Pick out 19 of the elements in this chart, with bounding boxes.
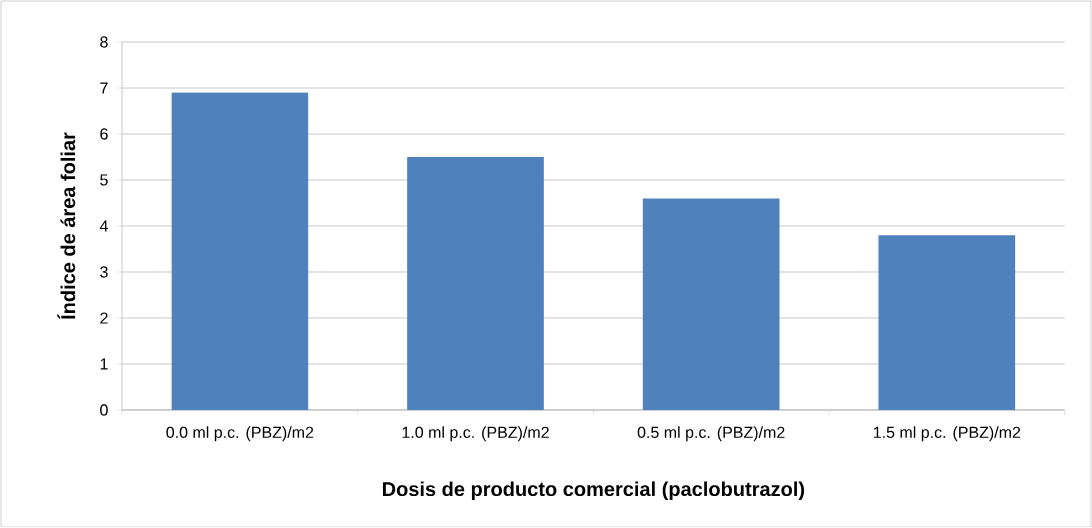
y-axis-title: Índice de área foliar — [57, 132, 76, 319]
y-tick-label: 4 — [99, 220, 108, 232]
y-tick-label: 2 — [100, 312, 108, 324]
bar — [878, 235, 1016, 410]
y-tick-label: 3 — [100, 266, 108, 278]
x-tick-label: 1.0 ml p.c. (PBZ)/m2 — [402, 426, 549, 442]
y-tick-label: 1 — [100, 358, 108, 370]
x-tick-label: 1.5 ml p.c. (PBZ)/m2 — [873, 426, 1021, 442]
bar — [642, 198, 780, 410]
x-tick-label: 0.0 ml p.c. (PBZ)/m2 — [166, 426, 314, 442]
x-tick-label: 0.5 ml p.c. (PBZ)/m2 — [637, 426, 785, 442]
y-tick-label: 6 — [100, 128, 108, 140]
y-tick-label: 8 — [100, 36, 108, 48]
bar — [407, 157, 544, 410]
y-tick-label: 0 — [100, 404, 108, 416]
x-axis-title: Dosis de producto comercial (paclobutrazol) — [382, 481, 805, 501]
y-tick-label: 5 — [100, 174, 108, 186]
bar — [171, 92, 309, 410]
y-tick-label: 7 — [100, 82, 108, 94]
